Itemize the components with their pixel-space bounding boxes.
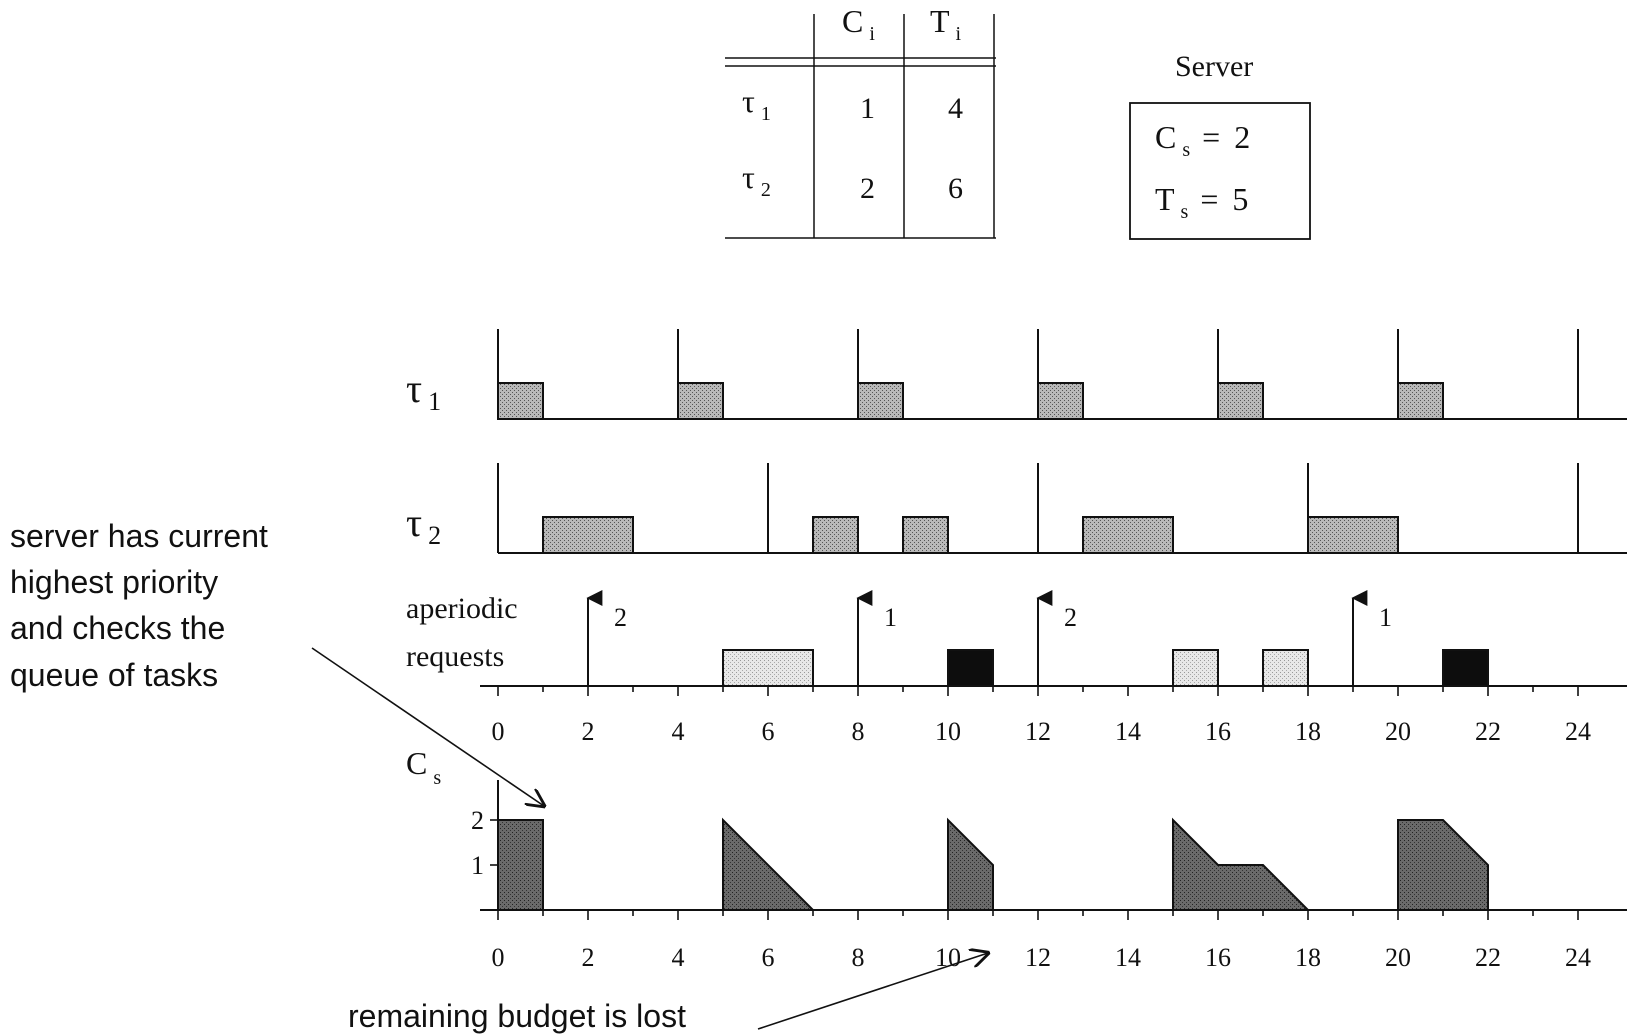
- upper-axis-tick-label: 6: [762, 717, 775, 746]
- tau2-exec-block: [1082, 516, 1174, 554]
- tau1-exec-block: [1397, 382, 1444, 420]
- lower-axis-tick-label: 8: [852, 943, 865, 972]
- lower-axis-tick-label: 2: [582, 943, 595, 972]
- aperiodic-arrival-label: 2: [1064, 603, 1077, 632]
- lower-axis-tick-label: 4: [672, 943, 685, 972]
- annotation-line: highest priority: [10, 564, 218, 600]
- lower-axis-tick-label: 10: [935, 943, 961, 972]
- budget-consumption-shape: [1397, 819, 1489, 911]
- tau2-exec-block: [1307, 516, 1399, 554]
- aperiodic-exec-block: [1172, 649, 1219, 687]
- aperiodic-exec-block-dark: [1442, 649, 1489, 687]
- annotation-line: server has current: [10, 518, 268, 554]
- budget-consumption-shape: [722, 817, 816, 911]
- lower-axis-tick-label: 22: [1475, 943, 1501, 972]
- lower-axis-tick-label: 24: [1565, 943, 1591, 972]
- annotation-budget-text: remaining budget is lost: [348, 998, 686, 1034]
- upper-axis-tick-label: 14: [1115, 717, 1141, 746]
- tau2-exec-block: [542, 516, 634, 554]
- annotation-budget-lost: remaining budget is lost: [348, 953, 988, 1034]
- tau1-exec-block: [1037, 382, 1084, 420]
- upper-axis-tick-label: 2: [582, 717, 595, 746]
- tau1-exec-block: [677, 382, 724, 420]
- tau2-exec-block: [902, 516, 949, 554]
- server-title: Server: [1175, 50, 1253, 83]
- upper-axis-tick-label: 24: [1565, 717, 1591, 746]
- upper-axis-tick-label: 12: [1025, 717, 1051, 746]
- budget-consumption-shape: [1172, 817, 1311, 911]
- lower-axis-tick-label: 0: [492, 943, 505, 972]
- lower-axis-tick-label: 20: [1385, 943, 1411, 972]
- annotation-arrow: [757, 953, 988, 1030]
- tau2-timeline: [497, 463, 1627, 554]
- lower-axis-tick-label: 16: [1205, 943, 1231, 972]
- upper-axis-tick-label: 22: [1475, 717, 1501, 746]
- upper-axis-tick-label: 10: [935, 717, 961, 746]
- annotation-arrow: [311, 647, 544, 806]
- budget-level-label: 1: [471, 851, 484, 880]
- time-axis-upper: 0 2 4 6 8 10 12 14 16 18 20 22 24: [480, 685, 1627, 746]
- aperiodic-arrival-label: 1: [1379, 603, 1392, 632]
- annotation-line: queue of tasks: [10, 657, 218, 693]
- lower-axis-tick-label: 18: [1295, 943, 1321, 972]
- server-budget-plot: 21: [471, 780, 1489, 911]
- time-axis-lower: 0 2 4 6 8 10 12 14 16 18 20 22 24: [480, 909, 1627, 972]
- row-label-requests: requests: [406, 640, 504, 673]
- row-label-aperiodic: aperiodic: [406, 592, 518, 625]
- upper-axis-tick-label: 18: [1295, 717, 1321, 746]
- upper-axis-tick-label: 20: [1385, 717, 1411, 746]
- aperiodic-exec-block-dark: [947, 649, 994, 687]
- upper-axis-tick-label: 0: [492, 717, 505, 746]
- budget-level-label: 2: [471, 806, 484, 835]
- aperiodic-timeline: 2 1 2 1: [480, 590, 1627, 687]
- annotation-line: and checks the: [10, 610, 225, 646]
- lower-axis-tick-label: 12: [1025, 943, 1051, 972]
- tau2-exec-block: [812, 516, 859, 554]
- aperiodic-arrival-label: 2: [614, 603, 627, 632]
- aperiodic-exec-block: [1262, 649, 1309, 687]
- upper-axis-tick-label: 16: [1205, 717, 1231, 746]
- upper-axis-tick-label: 4: [672, 717, 685, 746]
- lower-axis-tick-label: 6: [762, 943, 775, 972]
- budget-consumption-shape: [947, 817, 994, 911]
- budget-consumption-shape: [497, 819, 544, 911]
- table-row-tau2-t: 6: [948, 172, 963, 205]
- table-row-tau1-t: 4: [948, 92, 963, 125]
- aperiodic-exec-block: [722, 649, 814, 687]
- server-box: [1129, 102, 1311, 240]
- tau1-exec-block: [857, 382, 904, 420]
- table-row-tau1-c: 1: [860, 92, 875, 125]
- upper-axis-tick-label: 8: [852, 717, 865, 746]
- annotation-server-priority: server has current highest priority and …: [10, 518, 544, 806]
- table-row-tau2-c: 2: [860, 172, 875, 205]
- tau1-exec-block: [1217, 382, 1264, 420]
- aperiodic-arrival-label: 1: [884, 603, 897, 632]
- lower-axis-tick-label: 14: [1115, 943, 1141, 972]
- tau1-exec-block: [497, 382, 544, 420]
- tau1-timeline: [497, 329, 1627, 420]
